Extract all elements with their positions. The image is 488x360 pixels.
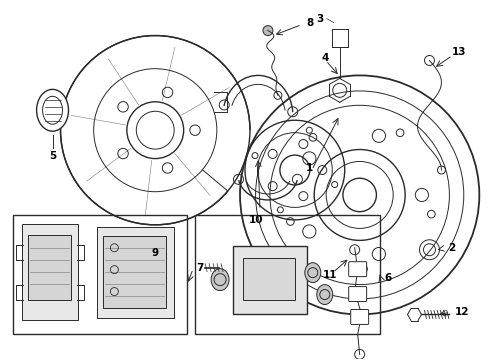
- Ellipse shape: [42, 96, 62, 124]
- Bar: [27, 235, 71, 300]
- Bar: [13, 215, 187, 334]
- FancyBboxPatch shape: [348, 262, 366, 276]
- Text: 1: 1: [305, 163, 313, 173]
- Bar: [195, 215, 379, 334]
- Ellipse shape: [304, 263, 320, 283]
- Text: 4: 4: [321, 54, 328, 63]
- Text: 5: 5: [49, 151, 56, 161]
- Text: 6: 6: [383, 273, 390, 283]
- Text: 12: 12: [454, 307, 468, 318]
- Text: 8: 8: [305, 18, 313, 28]
- Circle shape: [263, 26, 272, 36]
- Text: 2: 2: [447, 243, 454, 253]
- Text: 10: 10: [248, 215, 263, 225]
- FancyBboxPatch shape: [21, 224, 78, 320]
- Ellipse shape: [316, 285, 332, 305]
- FancyBboxPatch shape: [233, 246, 306, 315]
- FancyBboxPatch shape: [350, 310, 368, 324]
- Bar: [243, 258, 294, 300]
- Ellipse shape: [37, 89, 68, 131]
- Text: 7: 7: [196, 263, 203, 273]
- Text: 9: 9: [151, 248, 159, 258]
- FancyBboxPatch shape: [348, 287, 366, 302]
- Text: 13: 13: [451, 48, 466, 58]
- Bar: [103, 236, 166, 307]
- FancyBboxPatch shape: [97, 227, 174, 319]
- Ellipse shape: [211, 269, 228, 291]
- Text: 3: 3: [316, 14, 323, 24]
- Text: 11: 11: [322, 270, 336, 280]
